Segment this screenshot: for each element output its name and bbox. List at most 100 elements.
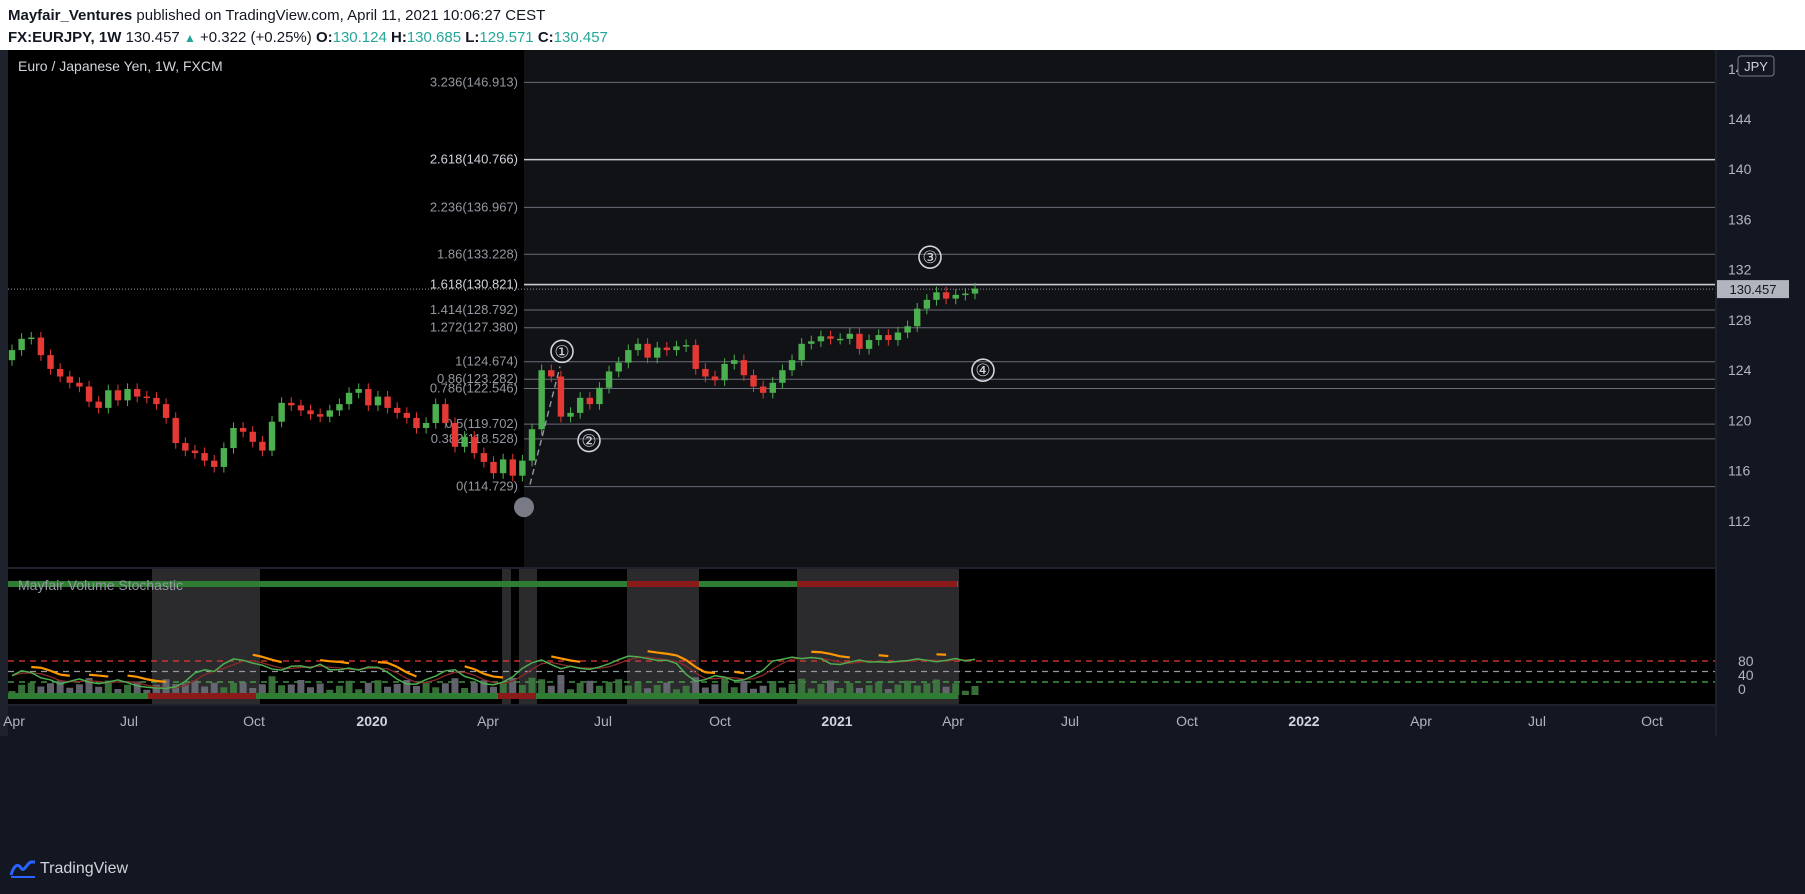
stoch-state-top-red-2 (797, 581, 957, 587)
time-tick-9: Jul (1061, 713, 1079, 729)
volume-bar-60 (586, 680, 594, 695)
candle-26 (259, 441, 266, 451)
volume-bar-31 (307, 687, 315, 695)
price-axis[interactable] (1717, 50, 1805, 736)
candle-69 (673, 346, 680, 351)
chart-area[interactable]: 0(114.729)0.382(118.528)0.5(119.702)0.78… (0, 50, 1805, 845)
candle-97 (942, 292, 950, 299)
candle-15 (153, 397, 160, 405)
candle-62 (605, 371, 613, 388)
stoch-d-seg-24 (551, 655, 562, 660)
published-text: published on TradingView.com, April 11, … (136, 7, 546, 24)
volume-bar-38 (374, 680, 382, 695)
candle-91 (885, 335, 892, 341)
volume-bar-28 (278, 685, 286, 695)
volume-bar-84 (817, 684, 825, 695)
candle-83 (808, 341, 815, 344)
candle-4 (47, 355, 54, 369)
stoch-d-seg-27 (647, 650, 658, 654)
stoch-d-seg-23 (493, 675, 504, 679)
stoch-state-top-red-1 (627, 581, 699, 587)
price-tick-120: 120 (1728, 412, 1752, 428)
volume-bar-75 (730, 687, 738, 695)
candle-96 (933, 292, 940, 300)
candle-55 (538, 370, 545, 430)
volume-bar-90 (875, 682, 883, 695)
brand-name[interactable]: TradingView (40, 860, 129, 877)
volume-bar-34 (335, 685, 343, 695)
open-label: O: (315, 29, 333, 46)
volume-bar-88 (855, 688, 863, 695)
volume-bar-73 (711, 684, 719, 695)
volume-bar-70 (682, 685, 690, 695)
stoch-d-seg-12 (271, 658, 282, 664)
stoch-d-seg-38 (840, 655, 850, 659)
stoch-d-seg-36 (820, 651, 831, 656)
price-tick-116: 116 (1728, 463, 1751, 479)
candle-98 (952, 294, 959, 299)
currency-badge-box[interactable] (1737, 55, 1775, 77)
volume-bar-61 (595, 685, 603, 695)
volume-bar-55 (538, 679, 546, 695)
volume-bar-78 (759, 685, 767, 695)
volume-bar-67 (653, 685, 661, 695)
candle-85 (827, 336, 834, 339)
high-label: H: (391, 29, 407, 46)
volume-bar-43 (422, 683, 430, 695)
currency-badge[interactable]: JPY (1744, 59, 1768, 74)
candle-49 (480, 453, 488, 462)
candle-43 (422, 422, 430, 428)
time-tick-14: Oct (1641, 713, 1663, 729)
volume-bar-6 (66, 687, 74, 695)
candle-29 (288, 402, 295, 406)
stoch-d-seg-25 (560, 657, 571, 662)
price-tick-128: 128 (1728, 312, 1752, 328)
wave-circle-2 (918, 245, 942, 269)
candle-94 (914, 308, 921, 327)
stoch-d-seg-0 (31, 665, 41, 669)
candle-64 (625, 350, 632, 363)
fib-label-0: 0(114.729) (456, 479, 518, 494)
wave-circle-1 (577, 428, 601, 453)
candle-11 (114, 390, 122, 401)
candle-36 (355, 389, 362, 393)
interval: 1W (98, 29, 122, 46)
time-tick-7: 2021 (821, 713, 852, 729)
volume-bar-71 (692, 677, 700, 695)
price-tick-124: 124 (1728, 362, 1752, 378)
stoch-state-bottom-red-1 (148, 693, 256, 699)
stoch-d-seg-21 (473, 668, 485, 675)
candle-48 (471, 436, 478, 454)
volume-bar-30 (297, 680, 305, 695)
stoch-k-line (11, 655, 976, 690)
time-tick-1: Jul (120, 713, 138, 729)
candle-77 (750, 375, 757, 387)
volume-bar-40 (393, 684, 401, 695)
volume-bar-51 (499, 682, 507, 695)
volume-bar-1 (18, 684, 26, 695)
candle-7 (76, 382, 83, 387)
volume-bar-94 (913, 685, 921, 695)
candle-95 (923, 299, 931, 309)
fib-label-9: 1.86(133.228) (437, 246, 518, 261)
candle-84 (817, 336, 825, 342)
stoch-d-seg-8 (146, 678, 157, 683)
fib-zone (524, 50, 1715, 567)
low-label: L: (465, 29, 480, 46)
candle-53 (519, 460, 526, 476)
candle-76 (740, 360, 748, 376)
footer: TradingView (0, 845, 1805, 894)
volume-bar-57 (557, 675, 565, 695)
candle-35 (345, 392, 353, 405)
stoch-state-top (8, 581, 958, 587)
candle-80 (779, 370, 786, 383)
candle-60 (586, 397, 593, 405)
volume-bar-77 (750, 688, 758, 695)
volume-bar-29 (287, 684, 295, 695)
stoch-d-seg-4 (88, 673, 99, 677)
time-axis[interactable] (8, 706, 1715, 736)
publisher-name[interactable]: Mayfair_Ventures (8, 7, 133, 24)
volume-bar-83 (807, 688, 815, 695)
candle-28 (278, 402, 285, 422)
volume-bar-26 (258, 684, 266, 695)
